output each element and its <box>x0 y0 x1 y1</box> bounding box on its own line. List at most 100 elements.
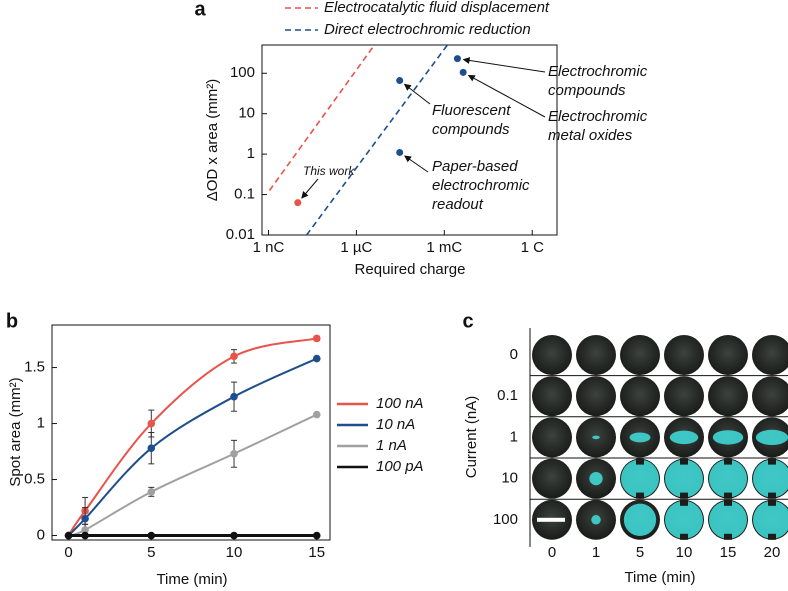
sample-notch <box>636 492 644 499</box>
sample-image <box>620 376 660 417</box>
data-point <box>396 77 404 85</box>
legend-label: Direct electrochromic reduction <box>324 21 531 38</box>
sample-image <box>576 335 616 375</box>
x-axis-label: Required charge <box>355 261 466 278</box>
annotation: metal oxides <box>548 127 633 144</box>
data-point <box>230 352 238 361</box>
sample-notch <box>680 499 688 506</box>
sample-image <box>532 458 572 499</box>
annotation: This work <box>303 164 355 178</box>
series-line <box>67 337 317 537</box>
data-point <box>81 531 89 540</box>
data-point <box>230 531 238 540</box>
sample-notch <box>768 533 776 540</box>
x-tick-label: 1 mC <box>426 239 462 256</box>
annotation: compounds <box>432 121 510 138</box>
sample-spot <box>755 429 788 446</box>
data-point <box>312 354 321 363</box>
sample-spot <box>591 515 601 525</box>
sample-spot <box>669 430 699 445</box>
panel-label: a <box>194 0 206 20</box>
sample-spot <box>712 430 744 445</box>
data-point <box>459 68 467 76</box>
sample-spot <box>592 435 600 440</box>
annotation: Fluorescent <box>432 102 511 119</box>
column-label: 15 <box>720 544 737 561</box>
sample-image <box>708 335 748 375</box>
row-label: 10 <box>501 470 518 487</box>
annotation-arrow <box>301 178 319 199</box>
column-label: 0 <box>548 544 556 561</box>
data-point <box>81 514 89 523</box>
annotation-arrow <box>404 155 429 173</box>
plot-frame <box>51 324 331 541</box>
panel-label: c <box>462 310 473 332</box>
sample-notch <box>680 458 688 465</box>
sample-spot <box>629 432 651 443</box>
sample-image <box>576 376 616 417</box>
data-point <box>230 449 238 458</box>
sample-spot <box>665 459 703 498</box>
sample-spot <box>621 459 659 498</box>
annotation: Electrochromic <box>548 63 648 80</box>
row-label: 1 <box>510 428 518 445</box>
sample-image <box>664 335 704 375</box>
column-label: 5 <box>636 544 644 561</box>
annotation: readout <box>432 196 484 213</box>
annotation: Paper-based <box>432 158 518 175</box>
sample-spot <box>753 500 788 539</box>
series-line <box>68 413 318 537</box>
sample-notch <box>724 458 732 465</box>
sample-image <box>532 376 572 417</box>
sample-notch <box>768 458 776 465</box>
sample-image <box>532 335 572 375</box>
y-tick-label: 1 <box>247 145 255 162</box>
annotation: Electrochromic <box>548 108 648 125</box>
data-point <box>81 526 89 534</box>
sample-notch <box>724 499 732 506</box>
column-label: 20 <box>764 544 781 561</box>
sample-notch <box>636 458 644 465</box>
sample-notch <box>724 492 732 499</box>
sample-image <box>752 335 788 375</box>
annotation: compounds <box>548 82 626 99</box>
data-point <box>64 531 73 540</box>
data-point <box>312 334 321 343</box>
data-point <box>147 488 156 496</box>
sample-spot <box>623 503 657 536</box>
data-point <box>396 148 404 156</box>
data-point <box>453 55 461 63</box>
y-tick-label: 0.1 <box>234 186 255 203</box>
x-tick-label: 10 <box>226 544 243 561</box>
legend-label: Electrocatalytic fluid displacement <box>324 0 550 16</box>
annotation: electrochromic <box>432 177 530 194</box>
annotation-arrow <box>403 83 431 105</box>
row-label: 0.1 <box>497 387 518 404</box>
y-tick-label: 1 <box>37 415 45 432</box>
sample-image <box>752 376 788 417</box>
y-tick-label: 100 <box>230 64 255 81</box>
y-tick-label: 0.01 <box>226 226 255 243</box>
sample-notch <box>680 533 688 540</box>
sample-spot <box>709 459 747 498</box>
sample-image <box>708 376 748 417</box>
data-point <box>294 199 302 207</box>
scale-bar <box>537 517 565 522</box>
sample-image <box>532 417 572 458</box>
sample-image <box>620 335 660 375</box>
plot-frame <box>261 44 558 236</box>
x-axis-label: Time (min) <box>624 569 695 586</box>
trend-line <box>305 44 449 236</box>
y-tick-label: 0 <box>37 526 45 543</box>
x-axis-label: Time (min) <box>156 571 227 588</box>
column-label: 1 <box>592 544 600 561</box>
annotation-arrow <box>462 57 546 73</box>
y-axis-label: Current (nA) <box>463 396 480 479</box>
x-tick-label: 1 µC <box>340 239 372 256</box>
data-point <box>147 444 156 452</box>
data-point <box>312 531 321 540</box>
row-label: 0 <box>510 346 518 363</box>
y-axis-label: Spot area (mm²) <box>7 377 24 486</box>
x-tick-label: 1 nC <box>253 239 285 256</box>
